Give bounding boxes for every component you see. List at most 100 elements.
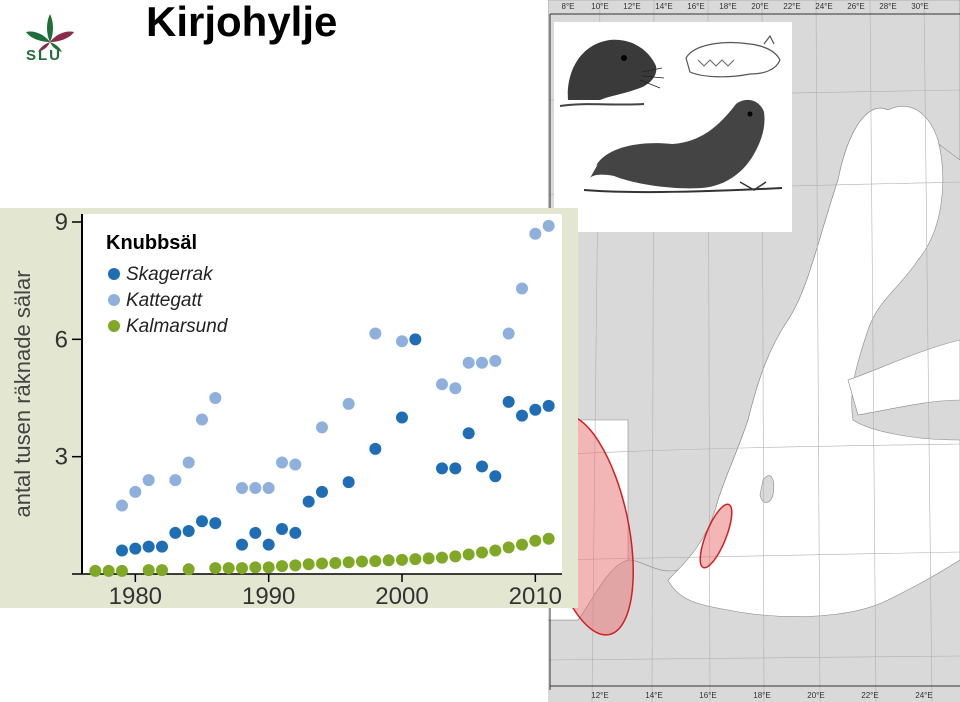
legend-marker [108,294,120,306]
data-point [369,442,382,455]
logo-leaf-bottom-left [38,42,50,52]
data-point [369,327,382,340]
seal-illustration [554,22,792,232]
data-point [102,564,115,577]
data-point [116,564,128,577]
data-point [236,481,248,494]
data-point [449,382,462,395]
y-tick-label: 6 [55,326,68,353]
map-lon-label: 22°E [783,2,800,11]
x-tick-label: 2010 [509,583,562,608]
data-point [396,411,408,424]
data-point [249,561,262,574]
logo-leaf-top [47,14,53,42]
chart: antal tusen räknade sälar 3 6 9 1980 1990 20… [10,209,562,608]
y-tick-label: 9 [55,209,68,236]
data-point [529,534,542,547]
data-point [542,532,555,545]
seal-skull-drawing [685,34,781,78]
data-point [529,403,542,416]
data-point [262,538,275,551]
data-point [422,552,435,565]
data-point [142,540,155,553]
map-lon-label: 16°E [687,2,704,11]
legend-marker [108,320,120,332]
map-lon-label: 10°E [591,2,608,11]
data-point [436,378,448,391]
legend-label: Kalmarsund [126,316,229,337]
data-point [356,555,368,568]
data-point [436,462,448,475]
map-baltic-sea [667,105,960,617]
map-lon-label: 22°E [861,691,878,700]
map-lon-label: 16°E [699,691,716,700]
data-point [409,553,422,566]
data-point [316,485,328,498]
data-point [276,560,288,573]
data-point [409,333,422,346]
data-point [249,526,262,539]
map-highlight-kalmarsund [699,503,733,569]
map-lon-label: 20°E [751,2,768,11]
logo-leaf-left [26,31,50,42]
map-lon-label: 8°E [562,2,575,11]
data-point [516,538,528,551]
data-point [209,562,222,575]
y-axis-label: antal tusen räknade sälar [10,270,35,517]
slu-logo [26,14,74,52]
data-point [329,557,342,570]
data-point [316,421,328,434]
data-point [129,485,142,498]
map-lon-label: 24°E [915,691,932,700]
map-lon-label: 28°E [879,2,896,11]
map-lon-labels-top: 8°E 10°E 12°E 14°E 16°E 18°E 20°E 22°E 24°E 26°E 2… [562,2,929,11]
map-lon-label: 26°E [847,2,864,11]
chart-panel: antal tusen räknade sälar 3 6 9 1980 1990 20… [0,208,578,608]
data-point [382,554,395,567]
data-point [236,562,248,575]
data-point [182,524,195,537]
map-lon-label: 24°E [815,2,832,11]
map-lon-label: 14°E [645,691,662,700]
y-ticks: 3 6 9 [55,209,82,575]
logo-leaf-right [50,31,74,42]
data-point [196,515,208,528]
data-point [209,392,222,404]
chart-title: Knubbsäl [106,232,197,254]
data-point [196,413,208,426]
chart-points [89,219,555,577]
data-point [182,563,195,576]
data-point [449,550,462,563]
data-point [516,282,528,295]
data-point [342,476,355,489]
map-lon-label: 20°E [807,691,824,700]
map-lon-label: 14°E [655,2,672,11]
map-lon-label: 18°E [753,691,770,700]
data-point [236,538,248,551]
data-point [289,559,302,572]
chart-legend: Skagerrak Kattegatt Kalmarsund [108,264,229,337]
data-point [342,556,355,569]
data-point [89,564,102,577]
data-point [169,526,182,539]
data-point [502,541,515,554]
y-tick-label: 3 [55,444,68,471]
data-point [169,474,182,487]
data-point [302,558,315,571]
page-title: Kirjohylje [146,0,338,45]
data-point [476,460,488,473]
map-lon-label: 12°E [591,691,608,700]
x-tick-label: 1990 [242,583,295,608]
data-point [436,551,448,564]
data-point [262,481,275,494]
logo-text: SLU [26,47,62,64]
data-point [489,354,502,367]
data-point [396,553,408,566]
data-point [502,395,515,408]
map-lon-labels-bottom: 12°E 14°E 16°E 18°E 20°E 22°E 24°E [591,691,932,700]
data-point [209,517,222,530]
data-point [542,219,555,232]
data-point [302,495,315,508]
legend-label: Kattegatt [126,290,203,311]
data-point [116,544,128,557]
